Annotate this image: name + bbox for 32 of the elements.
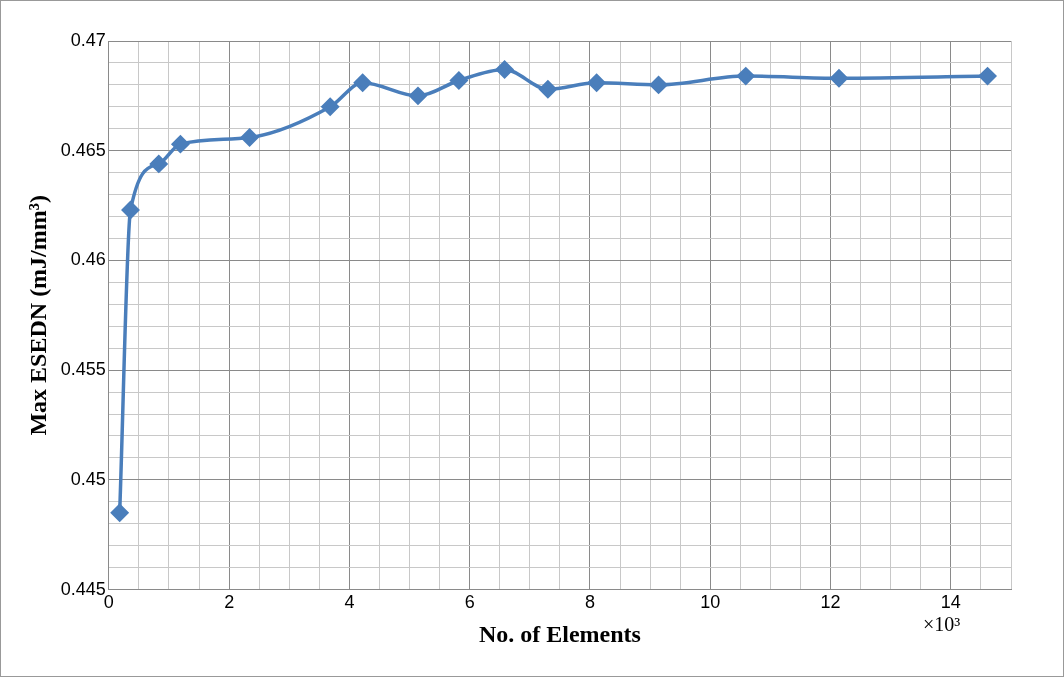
point [450,71,468,90]
point [121,201,140,219]
y-tick-label: 0.455 [60,359,106,380]
x-tick-label: 12 [820,592,841,613]
y-tick-label: 0.46 [70,249,106,270]
point [321,98,339,116]
y-axis-title: Max ESEDN (mJ/mm³) [24,195,51,436]
y-tick-label: 0.445 [60,578,106,599]
x-tick-label: 6 [464,592,475,613]
point [110,504,129,522]
point [150,155,168,173]
point [830,69,848,88]
y-tick-label: 0.465 [60,139,106,160]
y-tick-label: 0.47 [70,29,106,50]
x-axis-title: No. of Elements [478,620,641,647]
x-tick-label: 2 [224,592,235,613]
y-tick-label: 0.45 [70,468,106,489]
point [539,80,557,99]
x-tick-label: 10 [700,592,721,613]
point [495,60,514,79]
x-tick-label: 4 [344,592,355,613]
point [737,67,755,85]
x-tick-label: 8 [584,592,595,613]
point [171,135,190,153]
point [587,73,606,92]
point [353,73,372,92]
point [240,128,259,147]
x-tick-label: 14 [940,592,961,613]
point [649,76,668,94]
point [978,67,997,85]
point [409,87,427,105]
text: ×10³ [923,613,961,635]
